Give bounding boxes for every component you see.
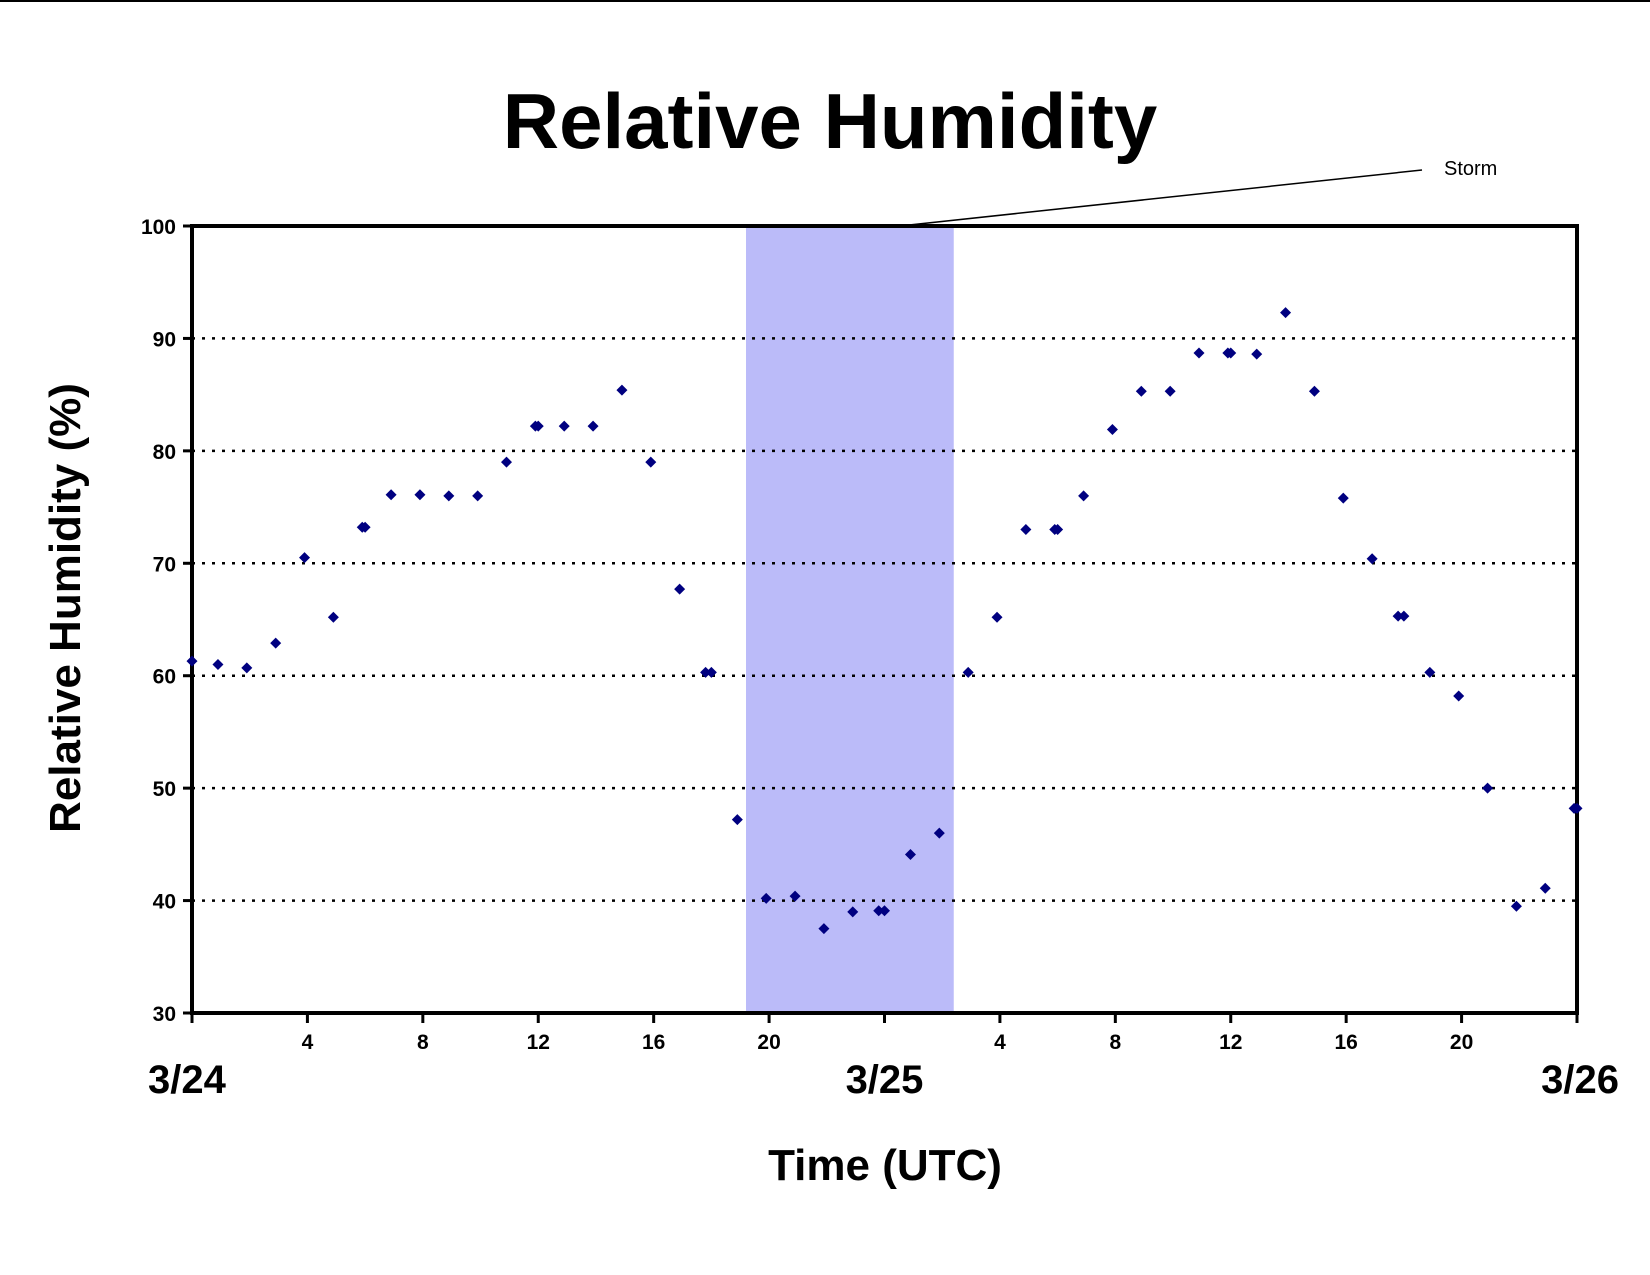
data-point <box>1106 423 1118 435</box>
data-point <box>1571 802 1583 814</box>
data-point <box>1308 385 1320 397</box>
y-tick-label: 100 <box>141 216 176 239</box>
data-point <box>1392 610 1404 622</box>
data-point <box>700 666 712 678</box>
data-point <box>873 905 885 917</box>
storm-leader-line <box>899 169 1423 227</box>
storm-band <box>746 226 954 1013</box>
data-point <box>414 489 426 501</box>
x-tick-label: 8 <box>417 1031 429 1054</box>
data-point <box>558 420 570 432</box>
data-point <box>1482 782 1494 794</box>
x-tick-label: 4 <box>302 1031 314 1054</box>
data-point <box>789 890 801 902</box>
data-point <box>879 905 890 917</box>
x-tick-label: 20 <box>1450 1031 1473 1054</box>
data-point <box>645 456 657 468</box>
data-point <box>472 490 484 502</box>
data-point <box>270 637 282 649</box>
data-point <box>933 827 945 839</box>
day-label: 3/25 <box>846 1058 924 1102</box>
data-point <box>501 456 513 468</box>
x-tick-label: 16 <box>1334 1031 1357 1054</box>
plot-area: 30 40 50 60 70 80 90 100 4 8 12 16 20 4 8 12 16 20 3/24 3/2… <box>141 158 1619 1102</box>
data-point <box>674 583 686 595</box>
x-tick-label: 4 <box>994 1031 1006 1054</box>
data-point <box>327 611 339 623</box>
data-point <box>1078 490 1090 502</box>
data-point <box>1225 347 1237 359</box>
x-tick-label: 16 <box>642 1031 665 1054</box>
data-point <box>1135 385 1147 397</box>
data-point <box>1398 610 1410 622</box>
data-point <box>359 521 371 533</box>
data-point <box>991 611 1003 623</box>
y-tick-label: 40 <box>153 891 176 914</box>
data-point <box>299 552 311 564</box>
data-point <box>731 814 743 826</box>
data-point <box>1020 524 1032 536</box>
data-point <box>1366 553 1378 565</box>
day-label: 3/26 <box>1541 1058 1619 1102</box>
data-point <box>212 658 224 670</box>
data-point <box>1539 882 1551 894</box>
data-point <box>1251 348 1263 360</box>
x-tick-label: 12 <box>527 1031 550 1054</box>
y-tick-label: 50 <box>153 778 176 801</box>
data-point <box>847 906 859 918</box>
x-tick-label: 8 <box>1109 1031 1121 1054</box>
data-point <box>186 655 198 667</box>
chart-title: Relative Humidity <box>503 77 1158 165</box>
data-point <box>962 666 974 678</box>
data-point <box>1193 347 1205 359</box>
data-point <box>587 420 599 432</box>
y-tick-label: 80 <box>153 441 176 464</box>
data-point <box>616 384 628 396</box>
data-point <box>1424 666 1436 678</box>
y-axis-label: Relative Humidity (%) <box>41 383 90 833</box>
data-point <box>1337 492 1349 504</box>
data-point <box>1164 385 1176 397</box>
data-point <box>1453 690 1465 702</box>
data-point <box>443 490 455 502</box>
x-tick-label: 20 <box>757 1031 780 1054</box>
data-point <box>385 489 397 501</box>
x-tick-label: 12 <box>1219 1031 1242 1054</box>
data-point <box>1052 524 1064 536</box>
y-tick-label: 30 <box>153 1003 176 1026</box>
data-point <box>1510 900 1522 912</box>
data-point <box>760 892 772 904</box>
y-tick-label: 90 <box>153 328 176 351</box>
x-axis-label: Time (UTC) <box>768 1141 1002 1190</box>
data-point <box>532 420 544 432</box>
data-point <box>1280 307 1292 319</box>
storm-label: Storm <box>1444 158 1497 180</box>
data-point <box>818 923 830 935</box>
y-tick-label: 60 <box>153 666 176 689</box>
data-point <box>705 666 717 678</box>
data-point <box>241 662 253 674</box>
data-point <box>904 848 916 860</box>
day-label: 3/24 <box>148 1058 227 1102</box>
y-tick-label: 70 <box>153 553 176 576</box>
